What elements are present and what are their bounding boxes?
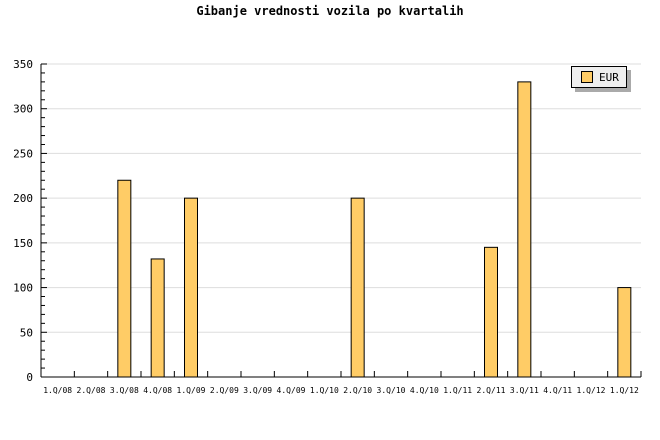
x-tick-label: 2.Q/09 bbox=[210, 386, 239, 395]
x-tick-label: 1.Q/09 bbox=[177, 386, 206, 395]
x-tick-label: 2.Q/11 bbox=[477, 386, 506, 395]
x-tick-label: 3.Q/11 bbox=[510, 386, 539, 395]
y-tick-label: 50 bbox=[20, 326, 33, 339]
x-tick-label: 2.Q/10 bbox=[343, 386, 372, 395]
y-tick-label: 300 bbox=[13, 103, 33, 116]
legend: EUR bbox=[571, 66, 627, 88]
bar bbox=[350, 197, 365, 378]
y-tick-label: 0 bbox=[26, 371, 33, 384]
y-tick-label: 350 bbox=[13, 58, 33, 71]
x-tick-label: 2.Q/08 bbox=[77, 386, 106, 395]
bar bbox=[617, 287, 632, 378]
y-tick-label: 150 bbox=[13, 237, 33, 250]
x-tick-label: 1.Q/12 bbox=[577, 386, 606, 395]
x-tick-label: 1.Q/08 bbox=[43, 386, 72, 395]
x-tick-label: 4.Q/10 bbox=[410, 386, 439, 395]
bar bbox=[150, 258, 165, 378]
bar bbox=[517, 81, 532, 378]
x-tick-label: 4.Q/11 bbox=[543, 386, 572, 395]
chart-title: Gibanje vrednosti vozila po kvartalih bbox=[196, 4, 464, 18]
y-tick-label: 200 bbox=[13, 192, 33, 205]
bar bbox=[484, 246, 498, 378]
x-tick-label: 3.Q/09 bbox=[243, 386, 272, 395]
legend-label: EUR bbox=[599, 70, 619, 84]
x-tick-label: 4.Q/09 bbox=[277, 386, 306, 395]
y-tick-label: 250 bbox=[13, 147, 33, 160]
bar bbox=[184, 197, 198, 378]
x-tick-label: 1.Q/10 bbox=[310, 386, 339, 395]
x-tick-label: 4.Q/08 bbox=[143, 386, 172, 395]
x-tick-label: 1.Q/11 bbox=[443, 386, 472, 395]
x-tick-label: 1.Q/12 bbox=[610, 386, 639, 395]
legend-swatch bbox=[581, 71, 593, 83]
bar bbox=[117, 179, 132, 378]
y-tick-label: 100 bbox=[13, 282, 33, 295]
x-tick-label: 3.Q/08 bbox=[110, 386, 139, 395]
x-tick-label: 3.Q/10 bbox=[377, 386, 406, 395]
